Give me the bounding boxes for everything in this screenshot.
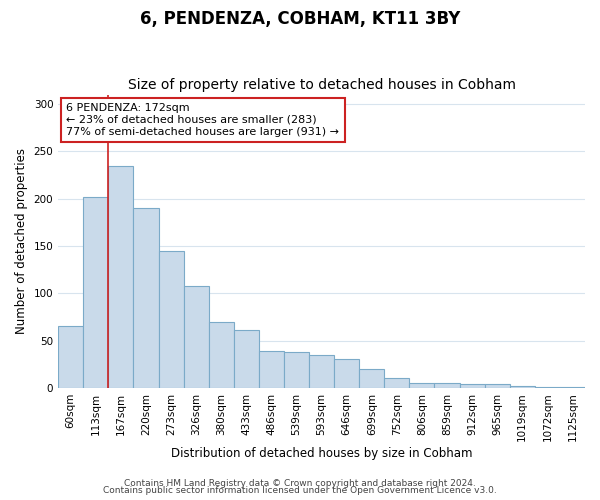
Bar: [109, 166, 133, 388]
Bar: [510, 386, 535, 388]
Bar: [535, 387, 560, 388]
Bar: [385, 378, 409, 388]
Bar: [284, 352, 309, 388]
Bar: [560, 387, 585, 388]
Bar: [234, 330, 259, 388]
Bar: [485, 384, 510, 388]
Text: Contains public sector information licensed under the Open Government Licence v3: Contains public sector information licen…: [103, 486, 497, 495]
Bar: [409, 383, 434, 388]
Bar: [184, 286, 209, 388]
Bar: [334, 358, 359, 388]
Bar: [359, 369, 385, 388]
Text: 6, PENDENZA, COBHAM, KT11 3BY: 6, PENDENZA, COBHAM, KT11 3BY: [140, 10, 460, 28]
Y-axis label: Number of detached properties: Number of detached properties: [15, 148, 28, 334]
Title: Size of property relative to detached houses in Cobham: Size of property relative to detached ho…: [128, 78, 515, 92]
Bar: [158, 250, 184, 388]
Text: Contains HM Land Registry data © Crown copyright and database right 2024.: Contains HM Land Registry data © Crown c…: [124, 478, 476, 488]
Bar: [460, 384, 485, 388]
Bar: [58, 326, 83, 388]
Bar: [83, 196, 109, 388]
Bar: [309, 354, 334, 388]
Bar: [259, 351, 284, 388]
X-axis label: Distribution of detached houses by size in Cobham: Distribution of detached houses by size …: [171, 447, 472, 460]
Text: 6 PENDENZA: 172sqm
← 23% of detached houses are smaller (283)
77% of semi-detach: 6 PENDENZA: 172sqm ← 23% of detached hou…: [66, 104, 339, 136]
Bar: [133, 208, 158, 388]
Bar: [434, 383, 460, 388]
Bar: [209, 322, 234, 388]
